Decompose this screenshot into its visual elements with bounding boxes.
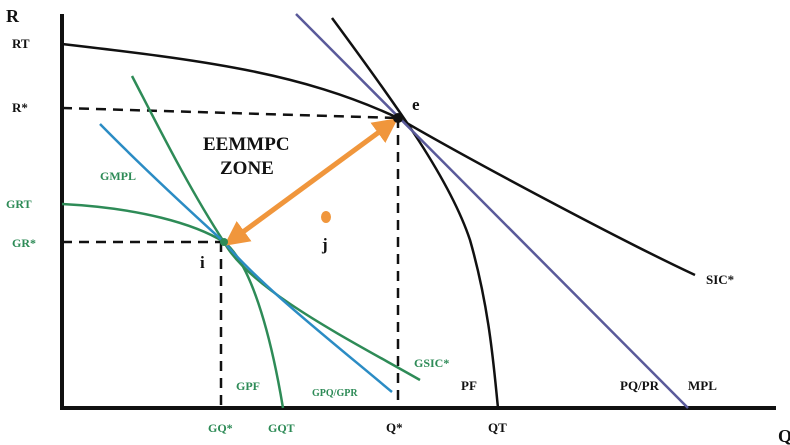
gr-star-label: GR* [12, 236, 36, 250]
rt-curve [61, 42, 696, 277]
point-i [220, 238, 228, 246]
gmpl-label: GMPL [100, 169, 136, 183]
r-star-label: R* [12, 100, 28, 115]
zone-label-line2: ZONE [220, 158, 274, 179]
sic-star-label: SIC* [706, 272, 734, 287]
gmpl-line [130, 75, 421, 382]
grt-label: GRT [6, 197, 32, 211]
y-axis-label: R [6, 6, 20, 26]
gqt-label: GQT [268, 421, 295, 435]
point-j-label: j [321, 235, 328, 254]
q-star-label: Q* [386, 420, 403, 435]
gq-star-label: GQ* [208, 421, 233, 435]
gsic-star-label: GSIC* [414, 356, 449, 370]
point-e [393, 113, 403, 123]
pq-pr-line [295, 13, 689, 409]
mpl-label: MPL [688, 378, 717, 393]
qt-label: QT [488, 420, 507, 435]
point-e-label: e [412, 95, 420, 114]
x-axis-label: Q [778, 426, 790, 445]
pf-label: PF [461, 378, 477, 393]
r-star-dashed-line [61, 106, 399, 120]
orange-double-arrow [223, 118, 399, 246]
zone-label-line1: EEMMPC [203, 134, 290, 155]
grt-curve [61, 202, 285, 409]
rt-label: RT [12, 36, 30, 51]
gpf-label: GPF [236, 379, 260, 393]
pf-curve [330, 17, 500, 409]
gpq-gpr-label: GPQ/GPR [312, 388, 358, 399]
point-j [321, 211, 331, 223]
pq-pr-label: PQ/PR [620, 378, 660, 393]
point-i-label: i [200, 253, 205, 272]
